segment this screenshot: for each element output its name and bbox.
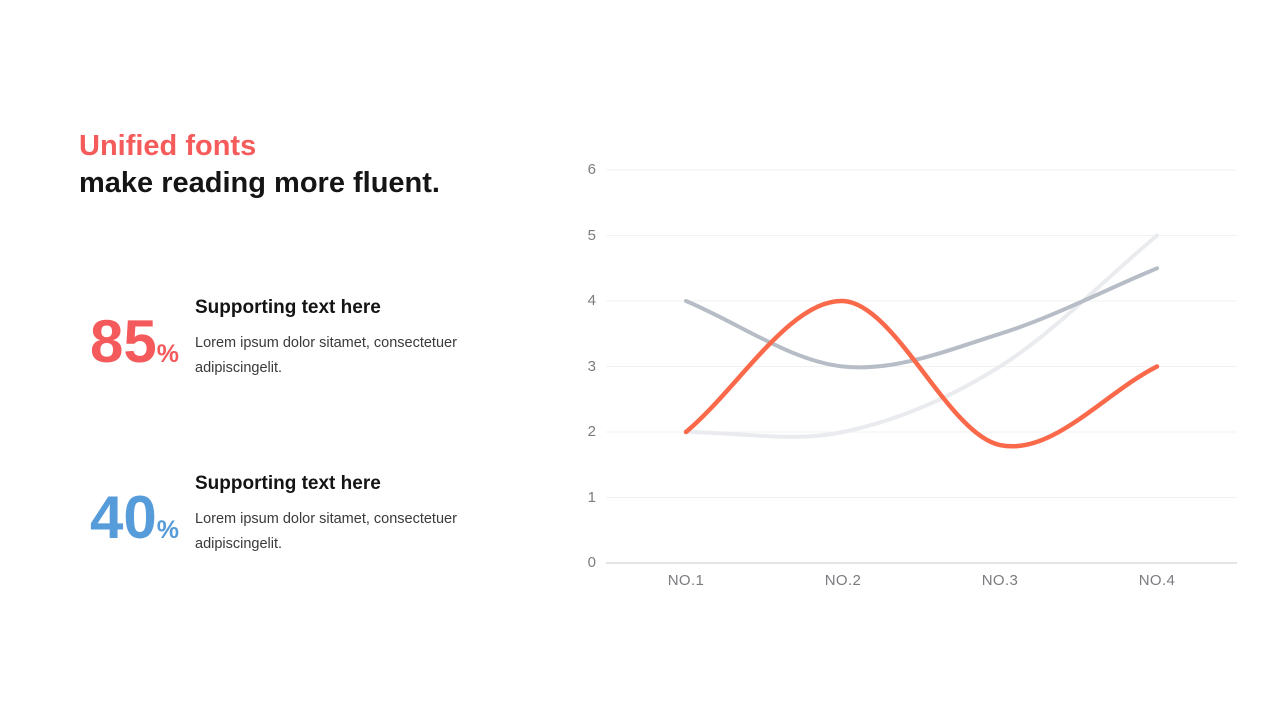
title-accent-line: Unified fonts	[79, 130, 257, 162]
percent-sign: %	[156, 340, 179, 368]
stat-row-85: 85% Supporting text here Lorem ipsum dol…	[90, 296, 475, 381]
stat-text-block: Supporting text here Lorem ipsum dolor s…	[195, 472, 475, 557]
x-axis-category-label: NO.2	[824, 572, 862, 589]
stat-value-85: 85%	[90, 312, 195, 372]
stat-text-block: Supporting text here Lorem ipsum dolor s…	[195, 296, 475, 381]
line-chart: 0 1 2 3 4 5 6 NO.1 NO.2 NO.3 NO.4	[575, 148, 1265, 613]
chart-plot-area	[606, 169, 1237, 564]
percent-sign: %	[156, 516, 179, 544]
stat-value-40: 40%	[90, 488, 195, 548]
gray-series-line	[684, 266, 1159, 370]
stat-row-40: 40% Supporting text here Lorem ipsum dol…	[90, 472, 475, 557]
y-axis-tick-label: 2	[587, 423, 596, 440]
stat-number-text: 85	[90, 308, 157, 375]
title-block: Unified fonts make reading more fluent.	[79, 128, 440, 202]
x-axis-category-label: NO.1	[667, 572, 705, 589]
y-axis-tick-label: 0	[587, 554, 596, 571]
stat-number-text: 40	[90, 484, 157, 551]
y-axis-tick-label: 4	[587, 292, 596, 309]
y-axis-tick-label: 1	[587, 488, 596, 506]
x-axis-category-label: NO.3	[981, 572, 1019, 589]
y-axis-tick-label: 3	[587, 357, 596, 375]
x-axis-category-label: NO.4	[1138, 572, 1176, 589]
stat-body: Lorem ipsum dolor sitamet, consectetuer …	[195, 511, 457, 552]
y-axis-tick-label: 6	[587, 161, 596, 178]
title-main-line: make reading more fluent.	[79, 167, 440, 199]
stat-body: Lorem ipsum dolor sitamet, consectetuer …	[195, 335, 457, 376]
orange-series-line	[683, 298, 1160, 449]
y-axis-tick-label: 5	[587, 226, 596, 244]
stat-heading: Supporting text here	[195, 473, 381, 494]
stat-heading: Supporting text here	[195, 297, 381, 318]
